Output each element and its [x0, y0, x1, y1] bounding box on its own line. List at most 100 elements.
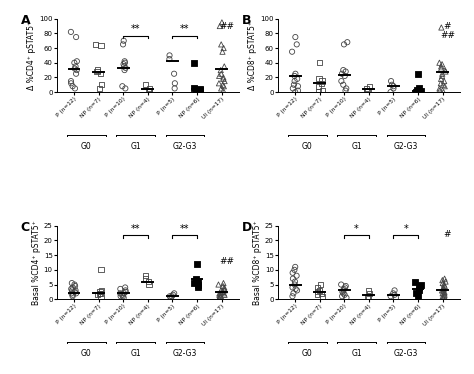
Point: [67, 29, 75, 35]
Point: [216, 292, 223, 298]
Point: [167, 295, 174, 301]
Point: [438, 65, 445, 71]
Point: [318, 78, 326, 84]
Point: [71, 289, 79, 295]
Point: [439, 290, 447, 296]
Point: [194, 282, 202, 288]
Point: [169, 292, 177, 298]
Point: [387, 89, 394, 95]
Y-axis label: Basal %CD4⁺ pSTAT5⁺: Basal %CD4⁺ pSTAT5⁺: [32, 220, 41, 305]
Point: [289, 270, 296, 276]
Point: [344, 39, 351, 45]
Point: [219, 283, 227, 289]
Point: [171, 85, 178, 91]
Point: [71, 65, 79, 71]
Text: G1: G1: [351, 142, 362, 151]
Point: [291, 73, 298, 79]
Text: ##: ##: [219, 257, 234, 266]
Point: [142, 273, 149, 279]
Point: [342, 88, 349, 94]
Point: [219, 49, 226, 55]
Point: [439, 295, 447, 301]
Text: G2-G3: G2-G3: [173, 349, 197, 358]
Point: [121, 67, 128, 73]
Text: G1: G1: [351, 349, 362, 358]
Point: [122, 65, 129, 71]
Point: [294, 88, 302, 94]
Point: [93, 68, 100, 74]
Point: [292, 89, 299, 95]
Point: [337, 282, 345, 288]
Point: [365, 293, 372, 299]
Point: [339, 82, 347, 88]
Point: [414, 71, 422, 77]
Point: [317, 282, 325, 288]
Point: [193, 261, 201, 267]
Point: [391, 292, 398, 298]
Text: G2-G3: G2-G3: [393, 349, 418, 358]
Point: [439, 280, 447, 286]
Point: [338, 71, 346, 77]
Y-axis label: Basal %CD8⁺ pSTAT5⁺: Basal %CD8⁺ pSTAT5⁺: [253, 220, 262, 305]
Point: [73, 58, 81, 64]
Point: [416, 287, 423, 293]
Point: [218, 19, 226, 25]
Point: [288, 49, 296, 55]
Point: [316, 287, 324, 293]
Point: [438, 71, 446, 77]
Point: [221, 78, 228, 84]
Point: [171, 80, 179, 86]
Point: [219, 76, 227, 82]
Point: [73, 290, 80, 296]
Point: [340, 286, 347, 292]
Text: G0: G0: [81, 142, 92, 151]
Point: [216, 293, 224, 299]
Point: [217, 287, 225, 293]
Point: [417, 282, 425, 288]
Text: G2-G3: G2-G3: [173, 142, 197, 151]
Point: [68, 287, 76, 293]
Point: [415, 85, 423, 91]
Point: [117, 293, 125, 299]
Point: [192, 89, 200, 95]
Text: **: **: [180, 224, 190, 233]
Point: [97, 267, 105, 273]
Point: [316, 60, 323, 66]
Point: [72, 287, 79, 293]
Point: [98, 287, 105, 293]
Point: [218, 42, 225, 47]
Text: **: **: [131, 24, 140, 34]
Point: [439, 285, 447, 291]
Point: [196, 86, 204, 92]
Point: [73, 67, 81, 73]
Point: [91, 42, 99, 47]
Point: [390, 85, 397, 91]
Point: [438, 25, 445, 31]
Point: [319, 293, 327, 299]
Point: [340, 42, 348, 47]
Point: [439, 293, 447, 299]
Point: [67, 80, 75, 86]
Point: [190, 60, 198, 66]
Point: [219, 289, 226, 295]
Point: [342, 283, 349, 289]
Point: [93, 67, 101, 73]
Point: [97, 290, 104, 296]
Point: [341, 73, 348, 79]
Point: [315, 76, 323, 82]
Point: [141, 82, 149, 88]
Point: [436, 60, 443, 66]
Point: [341, 285, 349, 291]
Point: [69, 292, 77, 298]
Point: [440, 282, 448, 288]
Point: [97, 71, 104, 77]
Point: [363, 85, 370, 91]
Point: [290, 82, 298, 88]
Point: [291, 267, 298, 273]
Point: [364, 89, 372, 95]
Point: [294, 83, 302, 89]
Point: [440, 89, 447, 95]
Point: [314, 289, 321, 295]
Text: B: B: [242, 14, 251, 27]
Point: [219, 289, 227, 295]
